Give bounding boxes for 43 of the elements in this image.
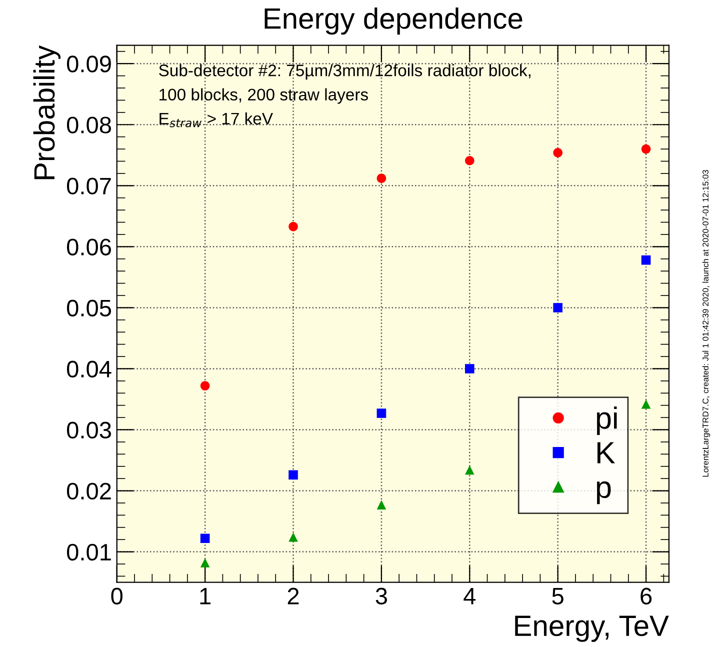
point xyxy=(288,532,298,542)
legend-label: pi xyxy=(596,406,617,435)
point xyxy=(464,156,474,166)
y-axis-title: Probability xyxy=(33,45,61,180)
point xyxy=(553,303,562,312)
text: LorentzLargeTRD7.C, created: Jul 1 01:42:39 2020, launch at 2020-07-01 12:15:03 xyxy=(702,170,710,477)
point xyxy=(200,381,210,390)
x-tick-label: 1 xyxy=(200,588,210,604)
y-tick-label: 0.06 xyxy=(66,238,111,256)
point xyxy=(464,465,474,475)
legend-label: K xyxy=(598,442,616,464)
point xyxy=(200,534,210,544)
annotation: 100 blocks, 200 straw layers xyxy=(160,88,368,104)
x-tick-label: 6 xyxy=(640,588,652,605)
point xyxy=(288,470,298,480)
point xyxy=(641,399,651,409)
point xyxy=(641,255,651,265)
point xyxy=(376,408,386,418)
y-tick-label: 0.05 xyxy=(66,300,112,316)
y-tick-label: 0.08 xyxy=(66,116,111,134)
x-axis-title: Energy, TeV xyxy=(515,616,669,642)
point xyxy=(200,558,210,568)
point xyxy=(376,174,386,183)
legend-label: p xyxy=(596,481,611,504)
x-tick-label: 0 xyxy=(111,588,123,605)
y-tick-label: 0.02 xyxy=(66,482,111,500)
y-tick-label: 0.09 xyxy=(66,56,111,72)
chart-title: Energy dependence xyxy=(264,7,522,35)
y-tick-label: 0.07 xyxy=(66,178,111,194)
x-tick-label: 2 xyxy=(288,588,299,604)
point xyxy=(288,222,298,232)
point xyxy=(376,500,386,510)
y-tick-label: 0.03 xyxy=(66,422,111,439)
point xyxy=(464,364,474,374)
x-tick-label: 5 xyxy=(552,588,564,605)
annotation: E$_{straw}$ > 17 keV xyxy=(160,112,273,128)
point xyxy=(553,148,562,158)
x-tick-label: 4 xyxy=(464,588,476,604)
annotation: Sub-detector #2: 75µm/3mm/12foils radiator block, xyxy=(159,64,530,80)
y-tick-label: 0.01 xyxy=(66,544,111,561)
x-tick-label: 3 xyxy=(376,588,387,605)
point xyxy=(641,144,651,154)
y-tick-label: 0.04 xyxy=(66,360,112,378)
